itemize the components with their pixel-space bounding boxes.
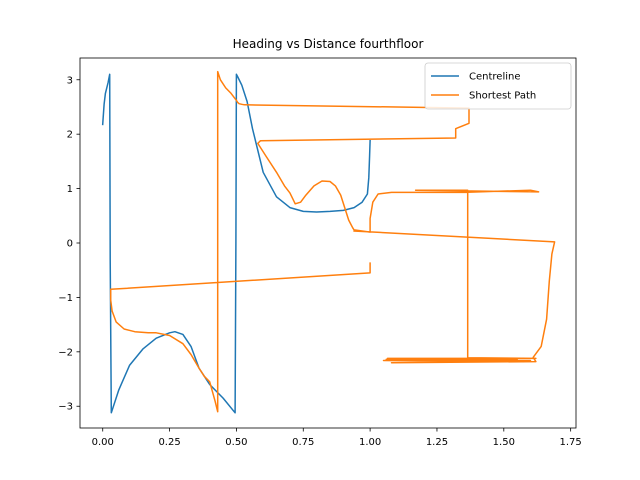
x-tick-label: 0.00 [92, 437, 114, 448]
y-tick-label: −2 [58, 347, 73, 358]
x-tick-label: 1.00 [359, 437, 381, 448]
x-tick-label: 0.25 [158, 437, 180, 448]
x-tick-label: 1.25 [426, 437, 448, 448]
x-tick-label: 0.50 [225, 437, 247, 448]
legend-label: Shortest Path [469, 91, 536, 102]
y-tick-label: 3 [67, 75, 73, 86]
series-layer [101, 70, 556, 414]
y-tick-label: −1 [58, 293, 73, 304]
x-tick-label: 1.75 [560, 437, 582, 448]
y-tick-label: 0 [67, 239, 73, 250]
x-axis: 0.00 0.25 0.50 0.75 1.00 1.25 1.50 1.75 [92, 428, 582, 448]
series-line-shortest-path [109, 70, 556, 413]
y-axis: −3 −2 −1 0 1 2 3 [58, 75, 80, 413]
chart-title: Heading vs Distance fourthfloor [233, 37, 424, 51]
y-tick-label: 2 [67, 130, 73, 141]
series-line-centreline [101, 73, 371, 414]
legend: Centreline Shortest Path [424, 62, 572, 110]
legend-box [424, 62, 572, 110]
y-tick-label: 1 [67, 184, 73, 195]
x-tick-label: 0.75 [292, 437, 314, 448]
x-tick-label: 1.50 [493, 437, 515, 448]
y-tick-label: −3 [58, 402, 73, 413]
legend-label: Centreline [469, 72, 520, 83]
